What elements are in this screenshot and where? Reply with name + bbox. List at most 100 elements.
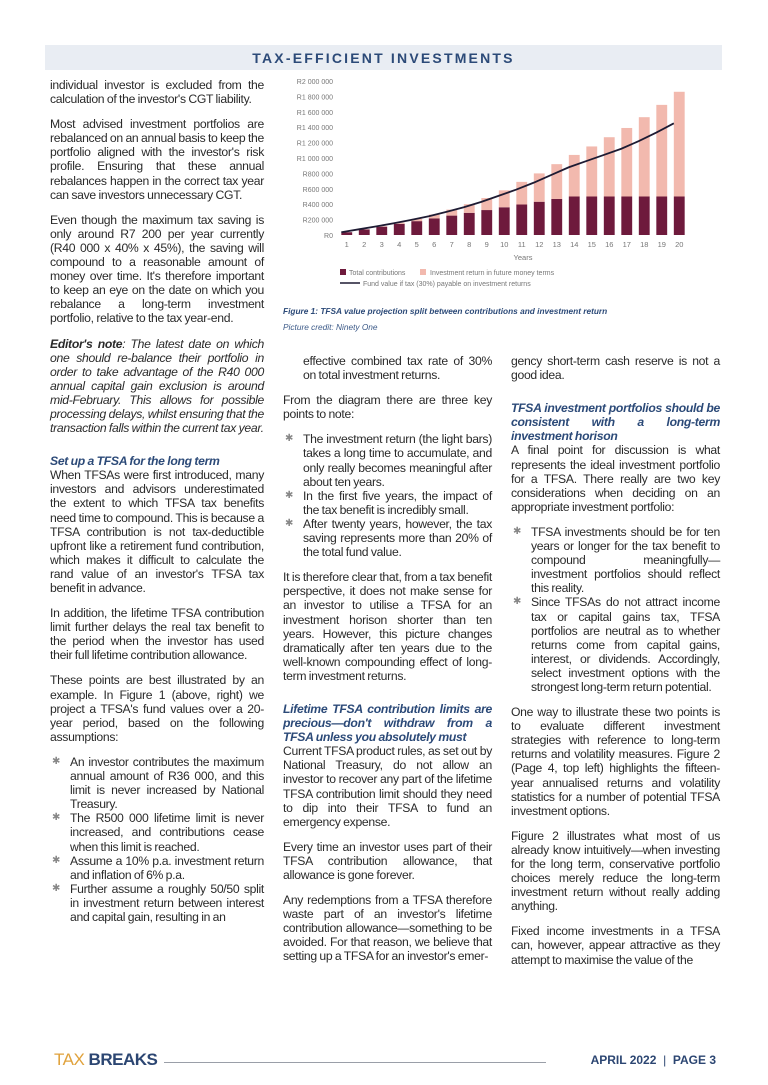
bar-investment-return <box>393 222 405 224</box>
footer-issue-page: APRIL 2022 | PAGE 3 <box>591 1053 716 1067</box>
bar-investment-return <box>428 214 440 219</box>
paragraph: gency short-term cash reserve is not a g… <box>511 354 720 383</box>
x-tick-label: 6 <box>432 240 436 249</box>
list-item-text: After twenty years, however, the tax sav… <box>303 516 492 560</box>
y-tick-label: R800 000 <box>303 171 333 178</box>
column-3: gency short-term cash reserve is not a g… <box>511 354 720 978</box>
bar-investment-return <box>516 181 528 205</box>
bar-contributions <box>533 201 545 235</box>
bar-investment-return <box>376 226 388 227</box>
figure-caption: Figure 1: TFSA value projection split be… <box>283 306 608 316</box>
list-item: ✱ Further assume a roughly 50/50 split in… <box>50 882 264 924</box>
bar-contributions <box>446 215 458 235</box>
separator: | <box>663 1053 667 1067</box>
legend-swatch-investment-return <box>420 269 426 275</box>
bar-contributions <box>673 196 685 235</box>
x-tick-label: 5 <box>415 240 419 249</box>
bar-contributions <box>393 223 405 235</box>
key-points-list: ✱ The investment return (the light bars) … <box>283 432 492 559</box>
x-tick-label: 8 <box>467 240 471 249</box>
list-item-text: effective combined tax rate of 30% on to… <box>303 354 492 383</box>
x-tick-label: 16 <box>605 240 613 249</box>
section-heading: Set up a TFSA for the long term <box>50 454 220 469</box>
legend-label-fund-value: Fund value if tax (30%) payable on inves… <box>363 281 531 288</box>
list-item-text: Assume a 10% p.a. investment return and … <box>70 853 264 882</box>
bar-contributions <box>656 196 668 235</box>
bullet-star-icon: ✱ <box>52 882 61 894</box>
paragraph: It is therefore clear that, from a tax b… <box>283 570 492 683</box>
x-tick-label: 1 <box>345 240 349 249</box>
bar-investment-return <box>463 204 475 213</box>
y-tick-label: R2 000 000 <box>297 79 333 86</box>
section-title: TAX-EFFICIENT INVESTMENTS <box>252 50 515 66</box>
list-item-text: TFSA investments should be for ten years… <box>531 524 720 596</box>
bar-investment-return <box>498 190 510 208</box>
bar-investment-return <box>411 218 423 222</box>
x-tick-label: 4 <box>397 240 401 249</box>
x-tick-label: 17 <box>623 240 631 249</box>
bar-investment-return <box>621 127 633 197</box>
bar-investment-return <box>446 209 458 216</box>
assumptions-list: ✱ An investor contributes the maximum ann… <box>50 755 264 924</box>
list-item: ✱ Since TFSAs do not attract income tax o… <box>511 595 720 694</box>
y-tick-label: R1 400 000 <box>297 125 333 132</box>
bar-investment-return <box>656 104 668 197</box>
paragraph: One way to illustrate these two points i… <box>511 705 720 818</box>
issue-date: APRIL 2022 <box>590 1053 657 1067</box>
bar-contributions <box>411 221 423 235</box>
bar-investment-return <box>638 117 650 197</box>
list-item-text: In the first five years, the impact of t… <box>303 488 492 517</box>
paragraph: individual investor is excluded from the… <box>50 78 264 107</box>
paragraph: A final point for discussion is what rep… <box>511 443 720 514</box>
section-heading: Lifetime TFSA contribution limits are pr… <box>283 701 492 745</box>
x-axis-title: Years <box>514 253 533 262</box>
y-tick-label: R200 000 <box>303 218 333 225</box>
bar-investment-return <box>551 164 563 199</box>
bar-contributions <box>341 232 353 235</box>
list-item: ✱ The investment return (the light bars) … <box>283 432 492 488</box>
paragraph: Even though the maximum tax saving is on… <box>50 212 264 326</box>
x-tick-label: 7 <box>450 240 454 249</box>
x-tick-label: 10 <box>500 240 508 249</box>
paragraph: Every time an investor uses part of thei… <box>283 839 492 882</box>
y-tick-label: R600 000 <box>303 187 333 194</box>
bar-investment-return <box>586 146 598 197</box>
page-number: PAGE 3 <box>672 1053 716 1067</box>
list-item-text: The investment return (the light bars) t… <box>303 432 492 489</box>
bar-contributions <box>621 196 633 235</box>
logo-part-breaks: BREAKS <box>88 1050 158 1069</box>
y-tick-label: R1 200 000 <box>297 141 333 148</box>
list-item: ✱ After twenty years, however, the tax sa… <box>283 517 492 559</box>
paragraph: Fixed income investments in a TFSA can, … <box>511 924 720 967</box>
bullet-star-icon: ✱ <box>513 596 522 608</box>
bullet-star-icon: ✱ <box>513 525 522 537</box>
list-item: ✱ TFSA investments should be for ten year… <box>511 525 720 595</box>
paragraph: Any redemptions from a TFSA therefore wa… <box>283 893 492 964</box>
list-continuation: effective combined tax rate of 30% on to… <box>283 354 492 382</box>
bullet-star-icon: ✱ <box>285 433 294 445</box>
x-tick-label: 12 <box>535 240 543 249</box>
legend-label-contributions: Total contributions <box>349 270 406 277</box>
x-tick-label: 13 <box>553 240 561 249</box>
editors-note-label: Editor's note <box>50 336 123 351</box>
logo-part-tax: TAX <box>54 1050 85 1069</box>
x-tick-label: 19 <box>658 240 666 249</box>
footer-divider <box>164 1062 546 1063</box>
list-item: ✱ Assume a 10% p.a. investment return and… <box>50 854 264 882</box>
considerations-list: ✱ TFSA investments should be for ten year… <box>511 525 720 694</box>
y-tick-label: R1 600 000 <box>297 110 333 117</box>
list-item: ✱ An investor contributes the maximum ann… <box>50 755 264 811</box>
bar-contributions <box>568 196 580 235</box>
paragraph: Figure 2 illustrates what most of us alr… <box>511 828 720 914</box>
paragraph: These points are best illustrated by an … <box>50 673 264 744</box>
bullet-star-icon: ✱ <box>285 517 294 529</box>
fund-value-line <box>341 122 675 234</box>
section-header-band: TAX-EFFICIENT INVESTMENTS <box>45 45 722 70</box>
bullet-star-icon: ✱ <box>52 812 61 824</box>
list-item: ✱ The R500 000 lifetime limit is never in… <box>50 811 264 853</box>
tax-breaks-logo: TAX BREAKS <box>54 1050 158 1070</box>
list-item: effective combined tax rate of 30% on to… <box>283 354 492 382</box>
bar-contributions <box>516 204 528 235</box>
bar-investment-return <box>481 198 493 211</box>
column-2: effective combined tax rate of 30% on to… <box>283 354 492 975</box>
